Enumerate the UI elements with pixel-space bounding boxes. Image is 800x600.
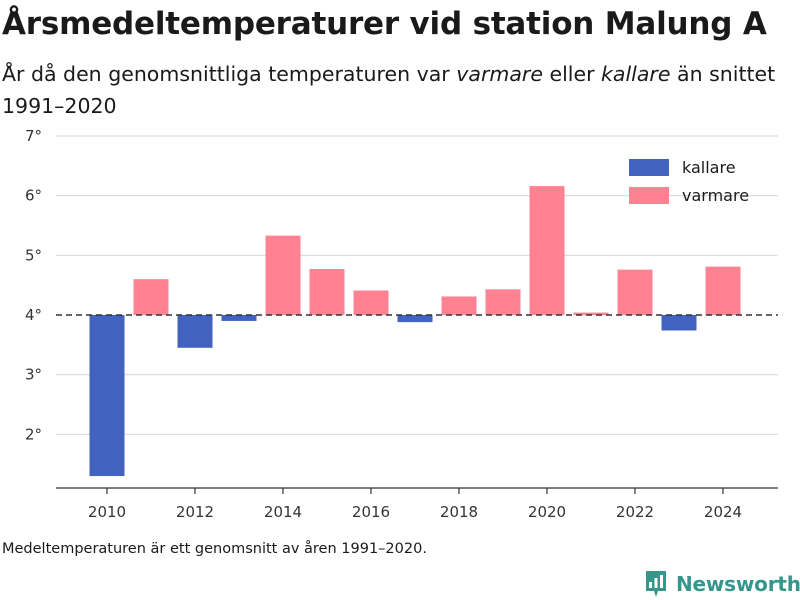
- bar-2018: [441, 296, 477, 315]
- y-tick-label: 7°: [25, 127, 42, 145]
- legend-swatch-warm: [629, 187, 669, 204]
- legend: kallare varmare: [629, 158, 749, 205]
- brand-name: Newsworthy: [676, 572, 800, 596]
- bar-2023: [661, 314, 697, 331]
- bar-2020: [529, 186, 565, 315]
- y-axis-ticks: 2° 3° 4° 5° 6° 7°: [25, 127, 42, 443]
- x-tick-label: 2022: [616, 503, 654, 521]
- bar-2022: [617, 269, 653, 315]
- x-tick-label: 2018: [440, 503, 478, 521]
- legend-label-warm: varmare: [682, 186, 749, 205]
- bar-2019: [485, 289, 521, 315]
- bars: [89, 186, 741, 477]
- bar-chart: 2° 3° 4° 5° 6° 7° 2010 2012 2014 2016 2018 2020 202…: [25, 127, 778, 521]
- x-tick-label: 2016: [352, 503, 390, 521]
- bar-2014: [265, 235, 301, 315]
- bar-2024: [705, 266, 741, 315]
- legend-swatch-cold: [629, 159, 669, 176]
- y-tick-label: 5°: [25, 246, 42, 264]
- bar-2017: [397, 314, 433, 323]
- subtitle-text-2: eller: [542, 62, 602, 86]
- subtitle-text-3: än snittet 1991–2020: [2, 62, 776, 118]
- subtitle-text-1: År då den genomsnittliga temperaturen va…: [2, 62, 457, 86]
- page-title: Årsmedeltemperaturer vid station Malung …: [2, 6, 767, 42]
- x-tick-label: 2010: [88, 503, 126, 521]
- x-axis-ticks: 2010 2012 2014 2016 2018 2020 2022 2024: [88, 488, 742, 521]
- legend-label-cold: kallare: [682, 158, 736, 177]
- bar-2013: [221, 314, 257, 321]
- bar-2012: [177, 314, 213, 348]
- x-tick-label: 2024: [704, 503, 742, 521]
- bar-2015: [309, 269, 345, 315]
- bar-2016: [353, 290, 389, 315]
- newsworthy-logo-icon: [646, 571, 666, 597]
- brand-logo: Newsworthy: [644, 569, 800, 599]
- x-tick-label: 2012: [176, 503, 214, 521]
- subtitle-warm-word: varmare: [456, 62, 543, 86]
- footnote: Medeltemperaturen är ett genomsnitt av å…: [2, 541, 427, 557]
- bar-2011: [133, 279, 169, 315]
- x-tick-label: 2014: [264, 503, 302, 521]
- y-tick-label: 4°: [25, 306, 42, 324]
- bar-2010: [89, 314, 125, 477]
- page-subtitle: År då den genomsnittliga temperaturen va…: [2, 58, 782, 122]
- y-tick-label: 3°: [25, 366, 42, 384]
- subtitle-cold-word: kallare: [601, 62, 671, 86]
- x-tick-label: 2020: [528, 503, 566, 521]
- bar-2021: [573, 312, 609, 315]
- y-tick-label: 6°: [25, 187, 42, 205]
- y-tick-label: 2°: [25, 425, 42, 443]
